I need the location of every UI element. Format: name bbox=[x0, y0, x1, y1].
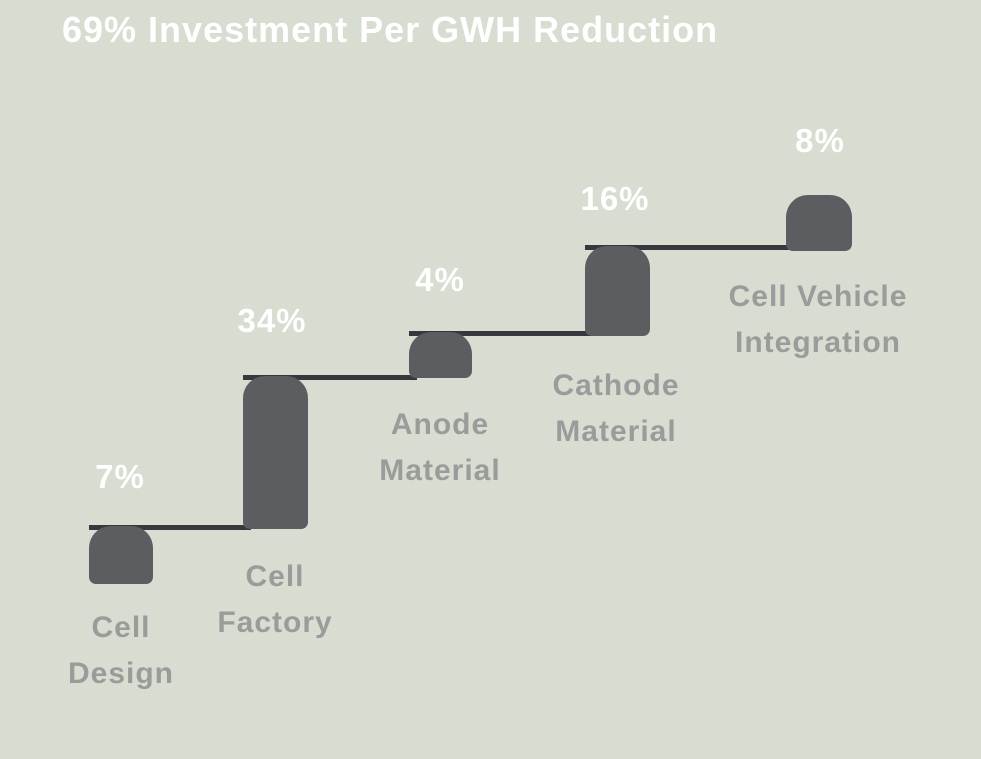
category-label-line: Cell bbox=[245, 560, 305, 593]
bar-cell-design bbox=[89, 526, 153, 584]
category-label-line: Cathode bbox=[552, 369, 680, 402]
connector-line-cell-design-to-cell-factory bbox=[89, 525, 251, 530]
category-label-cell-factory: Cell Factory bbox=[217, 554, 332, 646]
bar-cell-vehicle-integration bbox=[786, 195, 852, 251]
category-label-line: Cell Vehicle bbox=[728, 280, 908, 313]
category-label-line: Anode bbox=[390, 408, 490, 441]
value-label-cell-design: 7% bbox=[95, 458, 145, 495]
value-label-cell-vehicle-integration: 8% bbox=[795, 122, 845, 159]
category-label-line: Material bbox=[379, 454, 501, 487]
bar-cell-factory bbox=[243, 376, 308, 529]
bar-anode-material bbox=[409, 332, 472, 378]
chart-title: 69% Investment Per GWH Reduction bbox=[62, 9, 719, 50]
bar-cathode-material bbox=[585, 246, 650, 336]
category-label-cell-design: Cell Design bbox=[68, 605, 174, 697]
category-label-line: Integration bbox=[734, 326, 901, 359]
category-label-line: Design bbox=[67, 657, 175, 690]
category-label-line: Factory bbox=[217, 606, 333, 639]
value-label-anode-material: 4% bbox=[415, 261, 465, 298]
category-label-anode-material: Anode Material bbox=[379, 402, 500, 494]
category-label-line: Material bbox=[555, 415, 677, 448]
connector-line-cell-factory-to-anode bbox=[243, 375, 417, 380]
connector-line-anode-to-cathode bbox=[409, 331, 593, 336]
value-label-cathode-material: 16% bbox=[580, 180, 650, 217]
category-label-line: Cell bbox=[91, 611, 151, 644]
category-label-cathode-material: Cathode Material bbox=[553, 363, 680, 455]
connector-line-cathode-to-integration bbox=[585, 245, 794, 250]
value-label-cell-factory: 34% bbox=[237, 302, 307, 339]
category-label-cell-vehicle-integration: Cell Vehicle Integration bbox=[729, 274, 908, 366]
